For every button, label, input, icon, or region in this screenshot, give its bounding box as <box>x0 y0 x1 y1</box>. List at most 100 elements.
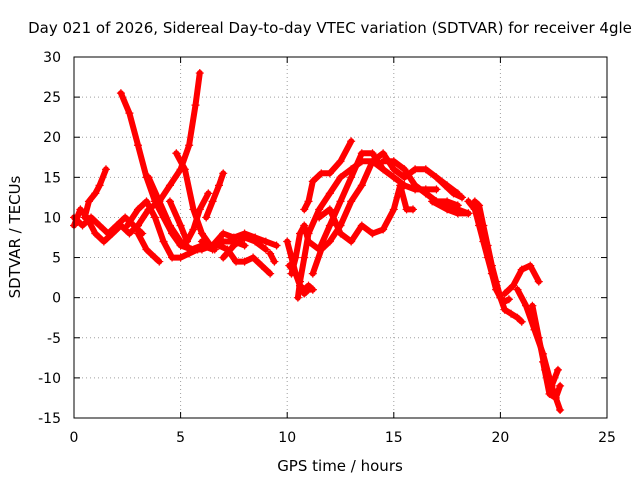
series-trace <box>540 358 564 401</box>
data-point <box>308 177 317 186</box>
data-point <box>240 233 249 242</box>
series-trace <box>471 198 525 325</box>
series-arc-25 <box>432 173 467 202</box>
series-arc-11 <box>202 169 228 222</box>
data-point <box>80 213 89 222</box>
series-arc-32 <box>539 357 565 402</box>
data-point <box>197 237 206 246</box>
series-trace <box>166 190 212 245</box>
data-point <box>240 257 249 266</box>
data-point <box>347 197 356 206</box>
data-point <box>526 261 535 270</box>
data-point <box>379 225 388 234</box>
data-point <box>325 189 334 198</box>
data-point <box>283 237 292 246</box>
chart-title: Day 021 of 2026, Sidereal Day-to-day VTE… <box>28 19 632 37</box>
data-point <box>155 257 164 266</box>
data-point <box>133 205 142 214</box>
data-point <box>357 181 366 190</box>
series-arc-22 <box>368 181 417 238</box>
data-point <box>528 301 537 310</box>
plot-frame <box>73 56 608 419</box>
data-point <box>159 237 168 246</box>
data-point <box>379 157 388 166</box>
data-point <box>151 253 160 262</box>
data-point <box>151 213 160 222</box>
y-tick-label: 10 <box>43 210 61 226</box>
data-point <box>95 221 104 230</box>
data-point <box>112 221 121 230</box>
series-arc-17 <box>287 149 388 278</box>
data-point <box>453 209 462 218</box>
x-tick-labels: 0 5 10 15 20 25 <box>70 430 616 446</box>
data-point <box>291 253 300 262</box>
y-tick-label: 30 <box>43 50 61 66</box>
data-point <box>368 229 377 238</box>
data-point <box>500 305 509 314</box>
data-point <box>142 197 151 206</box>
data-point <box>357 221 366 230</box>
x-tick-label: 25 <box>598 430 616 446</box>
data-point <box>357 157 366 166</box>
y-tick-label: 5 <box>52 251 61 267</box>
data-point <box>325 221 334 230</box>
series-arc-7 <box>133 229 164 266</box>
data-point <box>379 165 388 174</box>
data-point <box>266 249 275 258</box>
data-point <box>315 205 324 214</box>
data-point <box>556 381 565 390</box>
data-point <box>556 405 565 414</box>
data-point <box>336 157 345 166</box>
series-arc-10 <box>172 149 275 278</box>
data-point <box>165 181 174 190</box>
data-point <box>172 149 181 158</box>
data-point <box>133 221 142 230</box>
data-point <box>336 197 345 206</box>
data-point <box>513 313 522 322</box>
y-tick-label: 15 <box>43 170 61 186</box>
series-trace <box>173 150 274 277</box>
data-point <box>191 101 200 110</box>
data-point <box>539 357 548 366</box>
data-point <box>219 237 228 246</box>
data-point <box>315 213 324 222</box>
data-point <box>219 169 228 178</box>
data-point <box>421 189 430 198</box>
series-arc-29 <box>500 261 543 298</box>
data-point <box>517 265 526 274</box>
y-axis-label: SDTVAR / TECUs <box>6 175 24 298</box>
data-point <box>101 165 110 174</box>
data-point <box>440 181 449 190</box>
data-point <box>195 69 204 78</box>
data-point <box>180 165 189 174</box>
data-point <box>293 293 302 302</box>
data-point <box>308 269 317 278</box>
series-trace <box>294 158 440 301</box>
series-arc-20 <box>300 137 356 214</box>
data-point <box>408 205 417 214</box>
data-point <box>483 241 492 250</box>
data-point <box>432 173 441 182</box>
data-point <box>449 189 458 198</box>
data-point <box>470 197 479 206</box>
data-point <box>99 237 108 246</box>
series-arc-26 <box>428 197 473 218</box>
data-point <box>142 245 151 254</box>
data-point <box>300 253 309 262</box>
data-point <box>545 389 554 398</box>
series-trace <box>198 230 280 249</box>
data-point <box>261 245 270 254</box>
data-point <box>78 221 87 230</box>
data-point <box>208 197 217 206</box>
data-point <box>287 269 296 278</box>
data-point <box>116 89 125 98</box>
data-point <box>95 181 104 190</box>
data-point <box>197 245 206 254</box>
data-point <box>219 229 228 238</box>
data-point <box>91 189 100 198</box>
data-point <box>400 165 409 174</box>
data-point <box>123 221 132 230</box>
series-trace <box>145 174 248 253</box>
data-point <box>379 149 388 158</box>
data-point <box>189 225 198 234</box>
